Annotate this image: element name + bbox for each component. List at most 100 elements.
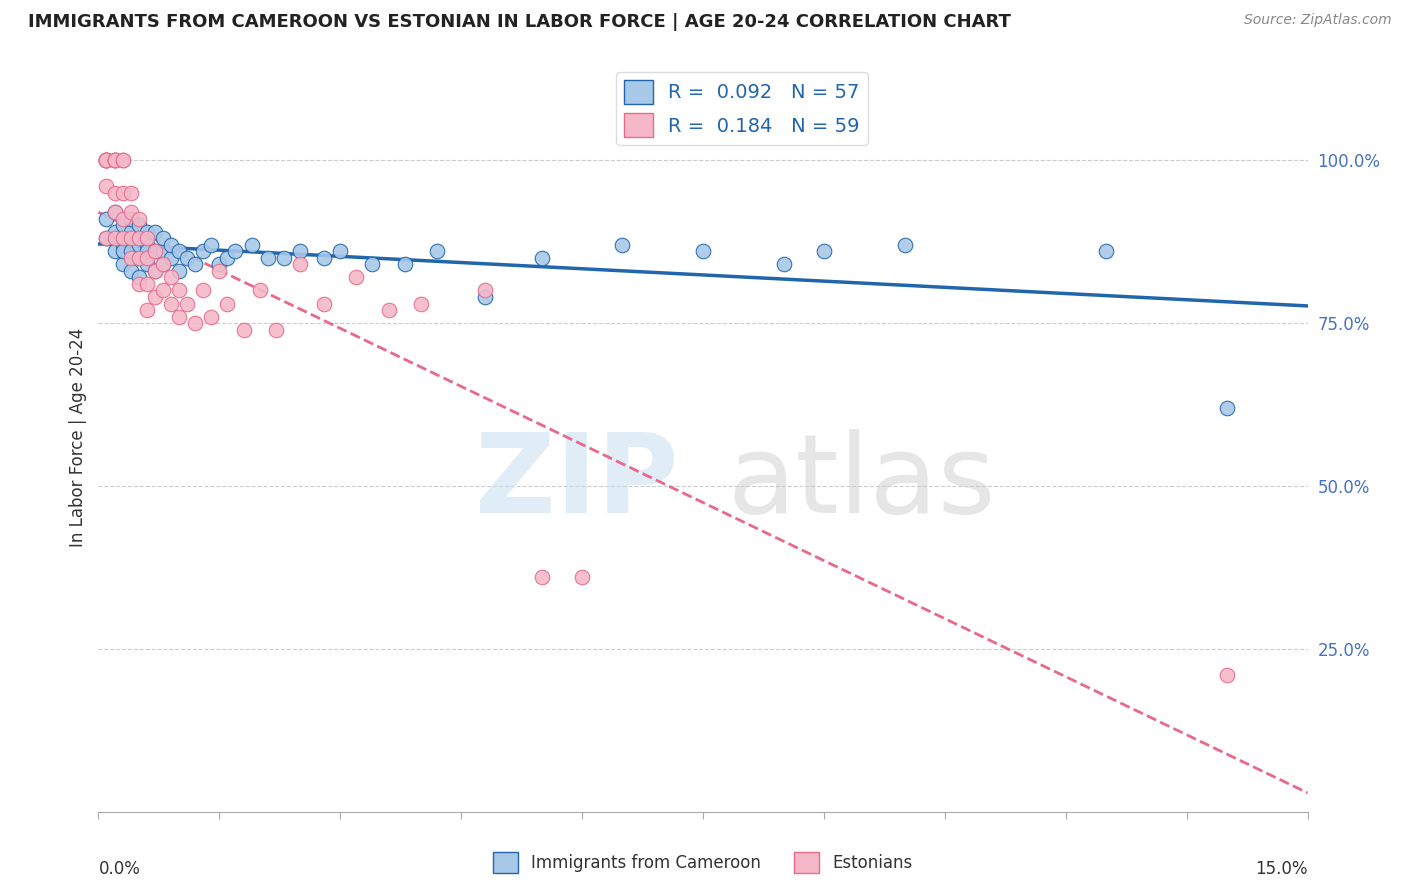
Point [111, 244, 134, 259]
Point [103, 205, 125, 219]
Point [772, 257, 794, 271]
Point [474, 284, 496, 298]
Point [813, 244, 835, 259]
Text: IMMIGRANTS FROM CAMEROON VS ESTONIAN IN LABOR FORCE | AGE 20-24 CORRELATION CHAR: IMMIGRANTS FROM CAMEROON VS ESTONIAN IN … [28, 13, 1011, 31]
Point [135, 251, 157, 265]
Point [249, 284, 271, 298]
Point [176, 251, 198, 265]
Point [1216, 668, 1239, 682]
Point [217, 251, 239, 265]
Point [152, 244, 174, 259]
Point [120, 225, 142, 239]
Point [143, 244, 166, 259]
Point [96, 153, 118, 168]
Point [103, 153, 125, 168]
Point [377, 303, 399, 318]
Point [135, 231, 157, 245]
Point [530, 251, 553, 265]
Text: 0.0%: 0.0% [98, 861, 141, 879]
Point [612, 238, 634, 252]
Point [160, 296, 183, 310]
Text: Source: ZipAtlas.com: Source: ZipAtlas.com [1244, 13, 1392, 28]
Point [193, 284, 215, 298]
Point [200, 238, 222, 252]
Point [103, 153, 125, 168]
Point [135, 225, 157, 239]
Point [135, 257, 157, 271]
Point [240, 238, 263, 252]
Point [120, 205, 142, 219]
Point [314, 251, 336, 265]
Legend: R =  0.092   N = 57, R =  0.184   N = 59: R = 0.092 N = 57, R = 0.184 N = 59 [616, 72, 868, 145]
Point [135, 238, 157, 252]
Point [96, 153, 118, 168]
Point [120, 211, 142, 226]
Point [128, 277, 150, 291]
Point [103, 225, 125, 239]
Point [143, 290, 166, 304]
Point [143, 225, 166, 239]
Point [167, 244, 190, 259]
Point [103, 205, 125, 219]
Point [208, 257, 231, 271]
Point [394, 257, 416, 271]
Point [426, 244, 449, 259]
Point [96, 153, 118, 168]
Point [288, 244, 311, 259]
Point [232, 322, 254, 336]
Point [96, 231, 118, 245]
Point [128, 251, 150, 265]
Point [103, 153, 125, 168]
Legend: Immigrants from Cameroon, Estonians: Immigrants from Cameroon, Estonians [486, 846, 920, 880]
Point [96, 153, 118, 168]
Point [128, 231, 150, 245]
Point [96, 153, 118, 168]
Point [128, 251, 150, 265]
Point [893, 238, 915, 252]
Point [160, 270, 183, 285]
Point [314, 296, 336, 310]
Point [111, 219, 134, 233]
Point [111, 153, 134, 168]
Point [111, 153, 134, 168]
Point [120, 251, 142, 265]
Point [1095, 244, 1118, 259]
Point [103, 153, 125, 168]
Point [111, 211, 134, 226]
Point [128, 211, 150, 226]
Y-axis label: In Labor Force | Age 20-24: In Labor Force | Age 20-24 [69, 327, 87, 547]
Point [288, 257, 311, 271]
Point [474, 290, 496, 304]
Point [167, 264, 190, 278]
Point [96, 179, 118, 194]
Text: ZIP: ZIP [475, 428, 679, 535]
Point [143, 244, 166, 259]
Point [143, 264, 166, 278]
Point [208, 264, 231, 278]
Point [344, 270, 367, 285]
Point [409, 296, 432, 310]
Point [152, 231, 174, 245]
Point [120, 244, 142, 259]
Point [128, 219, 150, 233]
Point [571, 570, 593, 584]
Point [143, 264, 166, 278]
Point [329, 244, 352, 259]
Point [176, 296, 198, 310]
Point [135, 303, 157, 318]
Point [264, 322, 287, 336]
Point [184, 316, 207, 330]
Point [128, 231, 150, 245]
Point [96, 153, 118, 168]
Point [160, 251, 183, 265]
Point [103, 244, 125, 259]
Point [361, 257, 384, 271]
Point [128, 238, 150, 252]
Point [120, 186, 142, 200]
Point [193, 244, 215, 259]
Point [96, 211, 118, 226]
Point [273, 251, 295, 265]
Point [167, 284, 190, 298]
Point [530, 570, 553, 584]
Point [135, 244, 157, 259]
